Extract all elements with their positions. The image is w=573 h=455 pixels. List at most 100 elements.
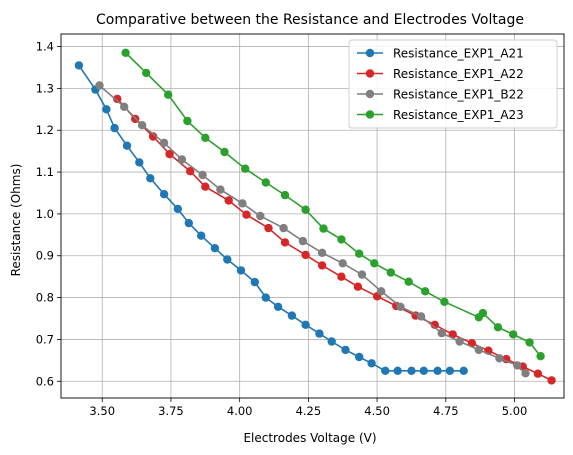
data-point: [280, 190, 290, 200]
legend-item: Resistance_EXP1_A21: [357, 47, 524, 61]
data-point: [416, 312, 426, 321]
data-point: [445, 366, 455, 375]
data-point: [273, 302, 283, 311]
data-point: [430, 320, 439, 329]
series-3: [95, 81, 530, 378]
data-point: [177, 155, 187, 164]
x-tick-label: 4.00: [227, 404, 253, 418]
y-tick-label: 0.9: [36, 249, 54, 263]
x-tick-label: 4.50: [364, 404, 390, 418]
legend-marker: [365, 89, 375, 99]
series-layer: [74, 48, 556, 385]
data-point: [261, 293, 270, 302]
data-point: [459, 366, 468, 375]
data-point: [256, 211, 265, 221]
data-point: [421, 287, 430, 296]
data-point: [513, 361, 522, 370]
data-point: [120, 102, 129, 112]
data-point: [173, 204, 182, 214]
data-point: [250, 277, 259, 287]
data-point: [536, 352, 545, 361]
data-point: [521, 369, 530, 378]
data-point: [197, 231, 206, 240]
data-point: [370, 259, 379, 268]
data-point: [102, 105, 111, 114]
data-point: [159, 190, 169, 199]
legend-item: Resistance_EXP1_B22: [357, 88, 524, 102]
data-point: [224, 196, 233, 205]
y-tick-label: 0.8: [36, 291, 54, 305]
data-point: [386, 268, 395, 277]
data-point: [210, 244, 220, 253]
data-point: [478, 308, 488, 318]
data-point: [419, 366, 428, 375]
data-point: [337, 272, 346, 281]
data-point: [220, 147, 229, 157]
data-point: [216, 185, 225, 194]
data-point: [327, 337, 336, 346]
data-point: [201, 133, 210, 142]
y-tick-label: 0.7: [36, 332, 54, 346]
series-1: [74, 61, 468, 375]
data-point: [184, 218, 193, 228]
data-point: [148, 132, 158, 141]
data-point: [121, 48, 130, 57]
data-point: [183, 116, 192, 126]
data-point: [164, 90, 173, 99]
data-point: [137, 121, 147, 130]
data-point: [547, 376, 556, 385]
y-tick-label: 1.4: [36, 40, 54, 54]
data-point: [381, 366, 390, 375]
data-point: [135, 158, 144, 167]
data-point: [317, 261, 327, 270]
data-point: [95, 81, 104, 90]
data-point: [495, 354, 504, 363]
data-point: [159, 138, 169, 147]
legend-marker: [365, 48, 375, 58]
data-point: [377, 287, 386, 296]
x-tick-label: 4.75: [433, 404, 459, 418]
data-point: [407, 366, 416, 375]
data-point: [301, 205, 310, 214]
legend-label: Resistance_EXP1_A22: [393, 67, 524, 81]
data-point: [353, 282, 363, 291]
legend-marker: [365, 110, 375, 119]
data-point: [433, 366, 442, 375]
data-point: [279, 223, 288, 233]
data-point: [474, 345, 483, 355]
data-point: [355, 352, 364, 362]
x-tick-label: 3.50: [89, 404, 115, 418]
data-point: [393, 366, 402, 375]
y-axis: 0.6 0.7 0.8 0.9 1.0 1.1 1.2 1.3 1.4: [36, 40, 61, 388]
data-point: [264, 223, 273, 233]
x-tick-label: 3.75: [158, 404, 184, 418]
data-point: [198, 170, 207, 180]
data-point: [301, 250, 310, 260]
data-point: [241, 164, 250, 173]
y-tick-label: 0.6: [36, 374, 54, 388]
series-4: [121, 48, 545, 361]
plot-frame: [60, 33, 565, 399]
data-point: [238, 199, 247, 208]
y-tick-label: 1.3: [36, 81, 54, 95]
data-point: [242, 210, 251, 219]
data-point: [280, 238, 290, 247]
data-point: [236, 266, 246, 275]
data-point: [201, 182, 210, 191]
data-point: [396, 302, 405, 311]
legend-item: Resistance_EXP1_A22: [357, 67, 524, 81]
data-point: [74, 61, 84, 70]
y-tick-label: 1.0: [36, 207, 54, 221]
x-axis-label: Electrodes Voltage (V): [243, 431, 376, 445]
data-point: [261, 178, 270, 187]
legend: Resistance_EXP1_A21 Resistance_EXP1_A22 Re…: [348, 39, 558, 129]
data-point: [142, 68, 151, 78]
data-point: [301, 320, 310, 329]
grid: [61, 34, 564, 398]
x-axis: 3.50 3.75 4.00 4.25 4.50 4.75 5.00: [89, 398, 527, 418]
legend-label: Resistance_EXP1_B22: [393, 88, 524, 102]
data-point: [186, 167, 195, 176]
data-point: [341, 345, 350, 355]
data-point: [165, 149, 174, 159]
